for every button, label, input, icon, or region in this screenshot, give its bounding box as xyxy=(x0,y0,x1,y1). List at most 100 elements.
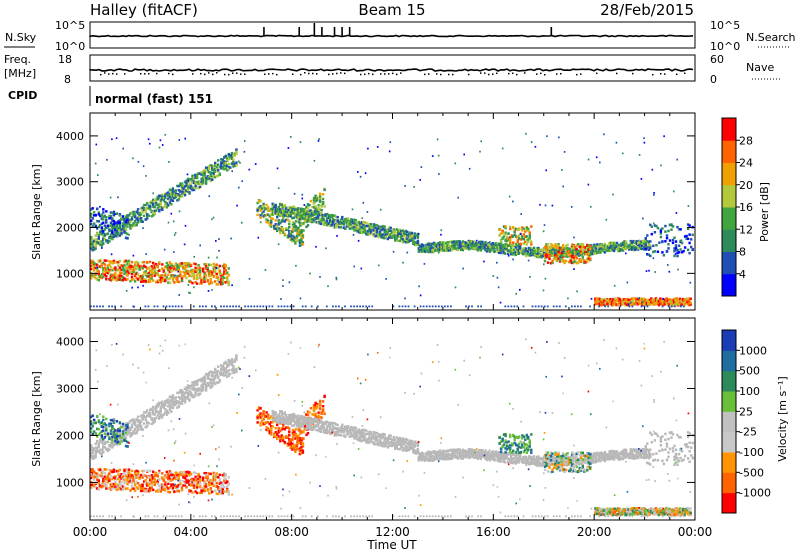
heatmap-cell xyxy=(388,236,391,239)
heatmap-cell xyxy=(117,477,120,481)
heatmap-cell xyxy=(690,238,693,241)
nave-point xyxy=(448,73,450,76)
heatmap-cell xyxy=(406,239,409,243)
heatmap-cell xyxy=(130,481,134,485)
heatmap-cell xyxy=(599,247,602,251)
heatmap-cell xyxy=(90,237,93,240)
heatmap-cell xyxy=(603,249,607,252)
heatmap-cell xyxy=(683,235,687,238)
heatmap-cell xyxy=(158,269,161,272)
heatmap-cell xyxy=(593,243,596,247)
heatmap-cell xyxy=(286,209,289,212)
heatmap-cell xyxy=(93,305,95,308)
heatmap-cell xyxy=(455,247,458,251)
heatmap-cell xyxy=(557,246,560,250)
heatmap-cell xyxy=(386,232,389,235)
heatmap-cell xyxy=(90,469,93,472)
heatmap-cell xyxy=(231,170,233,173)
heatmap-cell xyxy=(687,297,691,301)
heatmap-cell xyxy=(491,245,495,249)
heatmap-cell xyxy=(130,225,134,229)
heatmap-cell xyxy=(152,214,155,217)
heatmap-cell xyxy=(319,219,323,223)
heatmap-cell xyxy=(97,259,100,262)
heatmap-cell xyxy=(100,485,103,489)
heatmap-cell xyxy=(345,222,348,225)
heatmap-cell xyxy=(280,227,283,230)
heatmap-cell xyxy=(288,211,291,214)
heatmap-cell xyxy=(91,260,94,264)
heatmap-cell xyxy=(203,277,206,281)
heatmap-cell xyxy=(118,234,122,237)
heatmap-cell xyxy=(432,248,436,252)
heatmap-cell xyxy=(548,257,551,261)
heatmap-cell xyxy=(289,230,292,234)
heatmap-cell xyxy=(158,146,161,149)
heatmap-cell xyxy=(376,146,379,148)
heatmap-cell xyxy=(628,305,631,308)
heatmap-cell xyxy=(271,213,274,216)
heatmap-cell xyxy=(300,208,303,211)
heatmap-cell xyxy=(96,207,99,210)
heatmap-cell xyxy=(523,249,526,252)
heatmap-cell xyxy=(441,242,445,245)
heatmap-cell xyxy=(227,153,230,156)
heatmap-cell xyxy=(595,302,599,306)
heatmap-cell xyxy=(99,484,102,487)
heatmap-cell xyxy=(158,484,161,487)
heatmap-cell xyxy=(115,212,119,215)
heatmap-cell xyxy=(149,273,152,277)
heatmap-cell xyxy=(573,236,575,239)
nave-point xyxy=(272,72,274,75)
heatmap-cell xyxy=(180,188,184,191)
heatmap-cell xyxy=(463,153,465,156)
heatmap-cell xyxy=(105,219,108,222)
heatmap-cell xyxy=(584,251,587,254)
heatmap-cell xyxy=(126,220,129,224)
heatmap-cell xyxy=(150,486,153,489)
heatmap-cell xyxy=(282,231,285,234)
heatmap-cell xyxy=(112,276,116,279)
heatmap-cell xyxy=(632,240,635,244)
heatmap-cell xyxy=(476,246,480,250)
heatmap-cell xyxy=(371,226,374,230)
heatmap-cell xyxy=(171,195,175,198)
heatmap-cell xyxy=(124,480,128,483)
heatmap-cell xyxy=(227,283,230,287)
heatmap-cell xyxy=(534,305,537,308)
heatmap-cell xyxy=(158,262,161,266)
heatmap-cell xyxy=(182,275,185,278)
heatmap-cell xyxy=(226,157,229,160)
heatmap-cell xyxy=(152,480,155,484)
heatmap-cell xyxy=(149,489,152,492)
heatmap-cell xyxy=(117,483,120,487)
power-heatmap-data xyxy=(90,132,694,308)
heatmap-cell xyxy=(111,219,114,222)
heatmap-cell xyxy=(159,490,162,493)
heatmap-cell xyxy=(444,247,448,250)
heatmap-cell xyxy=(167,194,170,198)
heatmap-cell xyxy=(111,235,114,239)
heatmap-cell xyxy=(535,250,539,253)
heatmap-cell xyxy=(676,248,679,252)
heatmap-cell xyxy=(437,242,440,245)
heatmap-cell xyxy=(102,470,105,474)
heatmap-cell xyxy=(115,279,119,282)
heatmap-cell xyxy=(317,204,320,207)
heatmap-cell xyxy=(374,229,377,232)
heatmap-cell xyxy=(121,222,125,225)
heatmap-cell xyxy=(344,220,347,223)
heatmap-cell xyxy=(136,278,140,281)
heatmap-cell xyxy=(375,230,379,233)
heatmap-cell xyxy=(138,211,141,215)
heatmap-cell xyxy=(96,227,99,230)
heatmap-cell xyxy=(342,219,345,223)
heatmap-cell xyxy=(524,230,527,233)
heatmap-cell xyxy=(230,154,234,157)
heatmap-cell xyxy=(109,233,113,236)
heatmap-cell xyxy=(499,249,502,252)
heatmap-cell xyxy=(194,270,197,273)
heatmap-cell xyxy=(103,273,106,277)
heatmap-cell xyxy=(321,197,325,201)
heatmap-cell xyxy=(91,207,94,210)
